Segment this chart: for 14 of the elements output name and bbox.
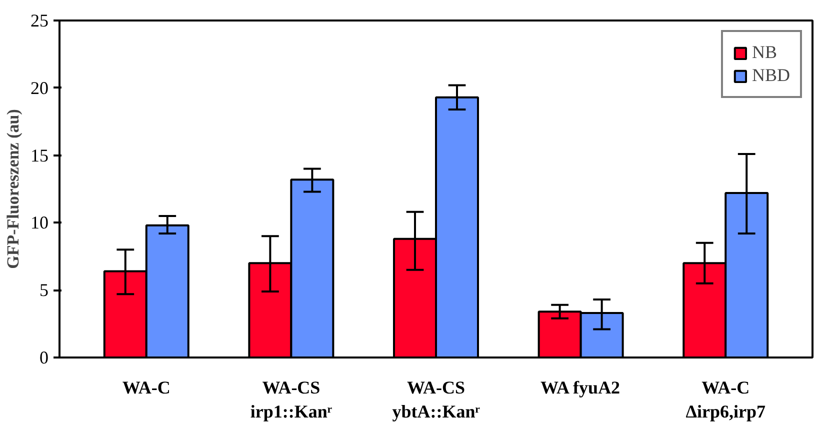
x-tick-label: WA fyuA2 xyxy=(540,378,620,398)
x-tick-label: WA-CS ybtA::Kanʳ xyxy=(392,378,480,422)
y-tick-label: 10 xyxy=(30,212,48,233)
legend-label: NB xyxy=(752,42,777,63)
y-axis-title: GFP-Fluoreszenz (au) xyxy=(4,109,22,269)
y-tick-label: 20 xyxy=(30,78,48,98)
x-tick-label: WA-C xyxy=(122,378,170,398)
y-tick-label: 25 xyxy=(30,10,48,30)
y-tick-label: 15 xyxy=(30,145,48,166)
x-tick-label: WA-C Δirp6,irp7 xyxy=(686,378,766,422)
legend-label: NBD xyxy=(752,65,790,86)
y-tick-label: 0 xyxy=(40,348,48,368)
x-tick-label: WA-CS irp1::Kanʳ xyxy=(250,378,332,422)
y-tick-label: 5 xyxy=(40,280,48,300)
